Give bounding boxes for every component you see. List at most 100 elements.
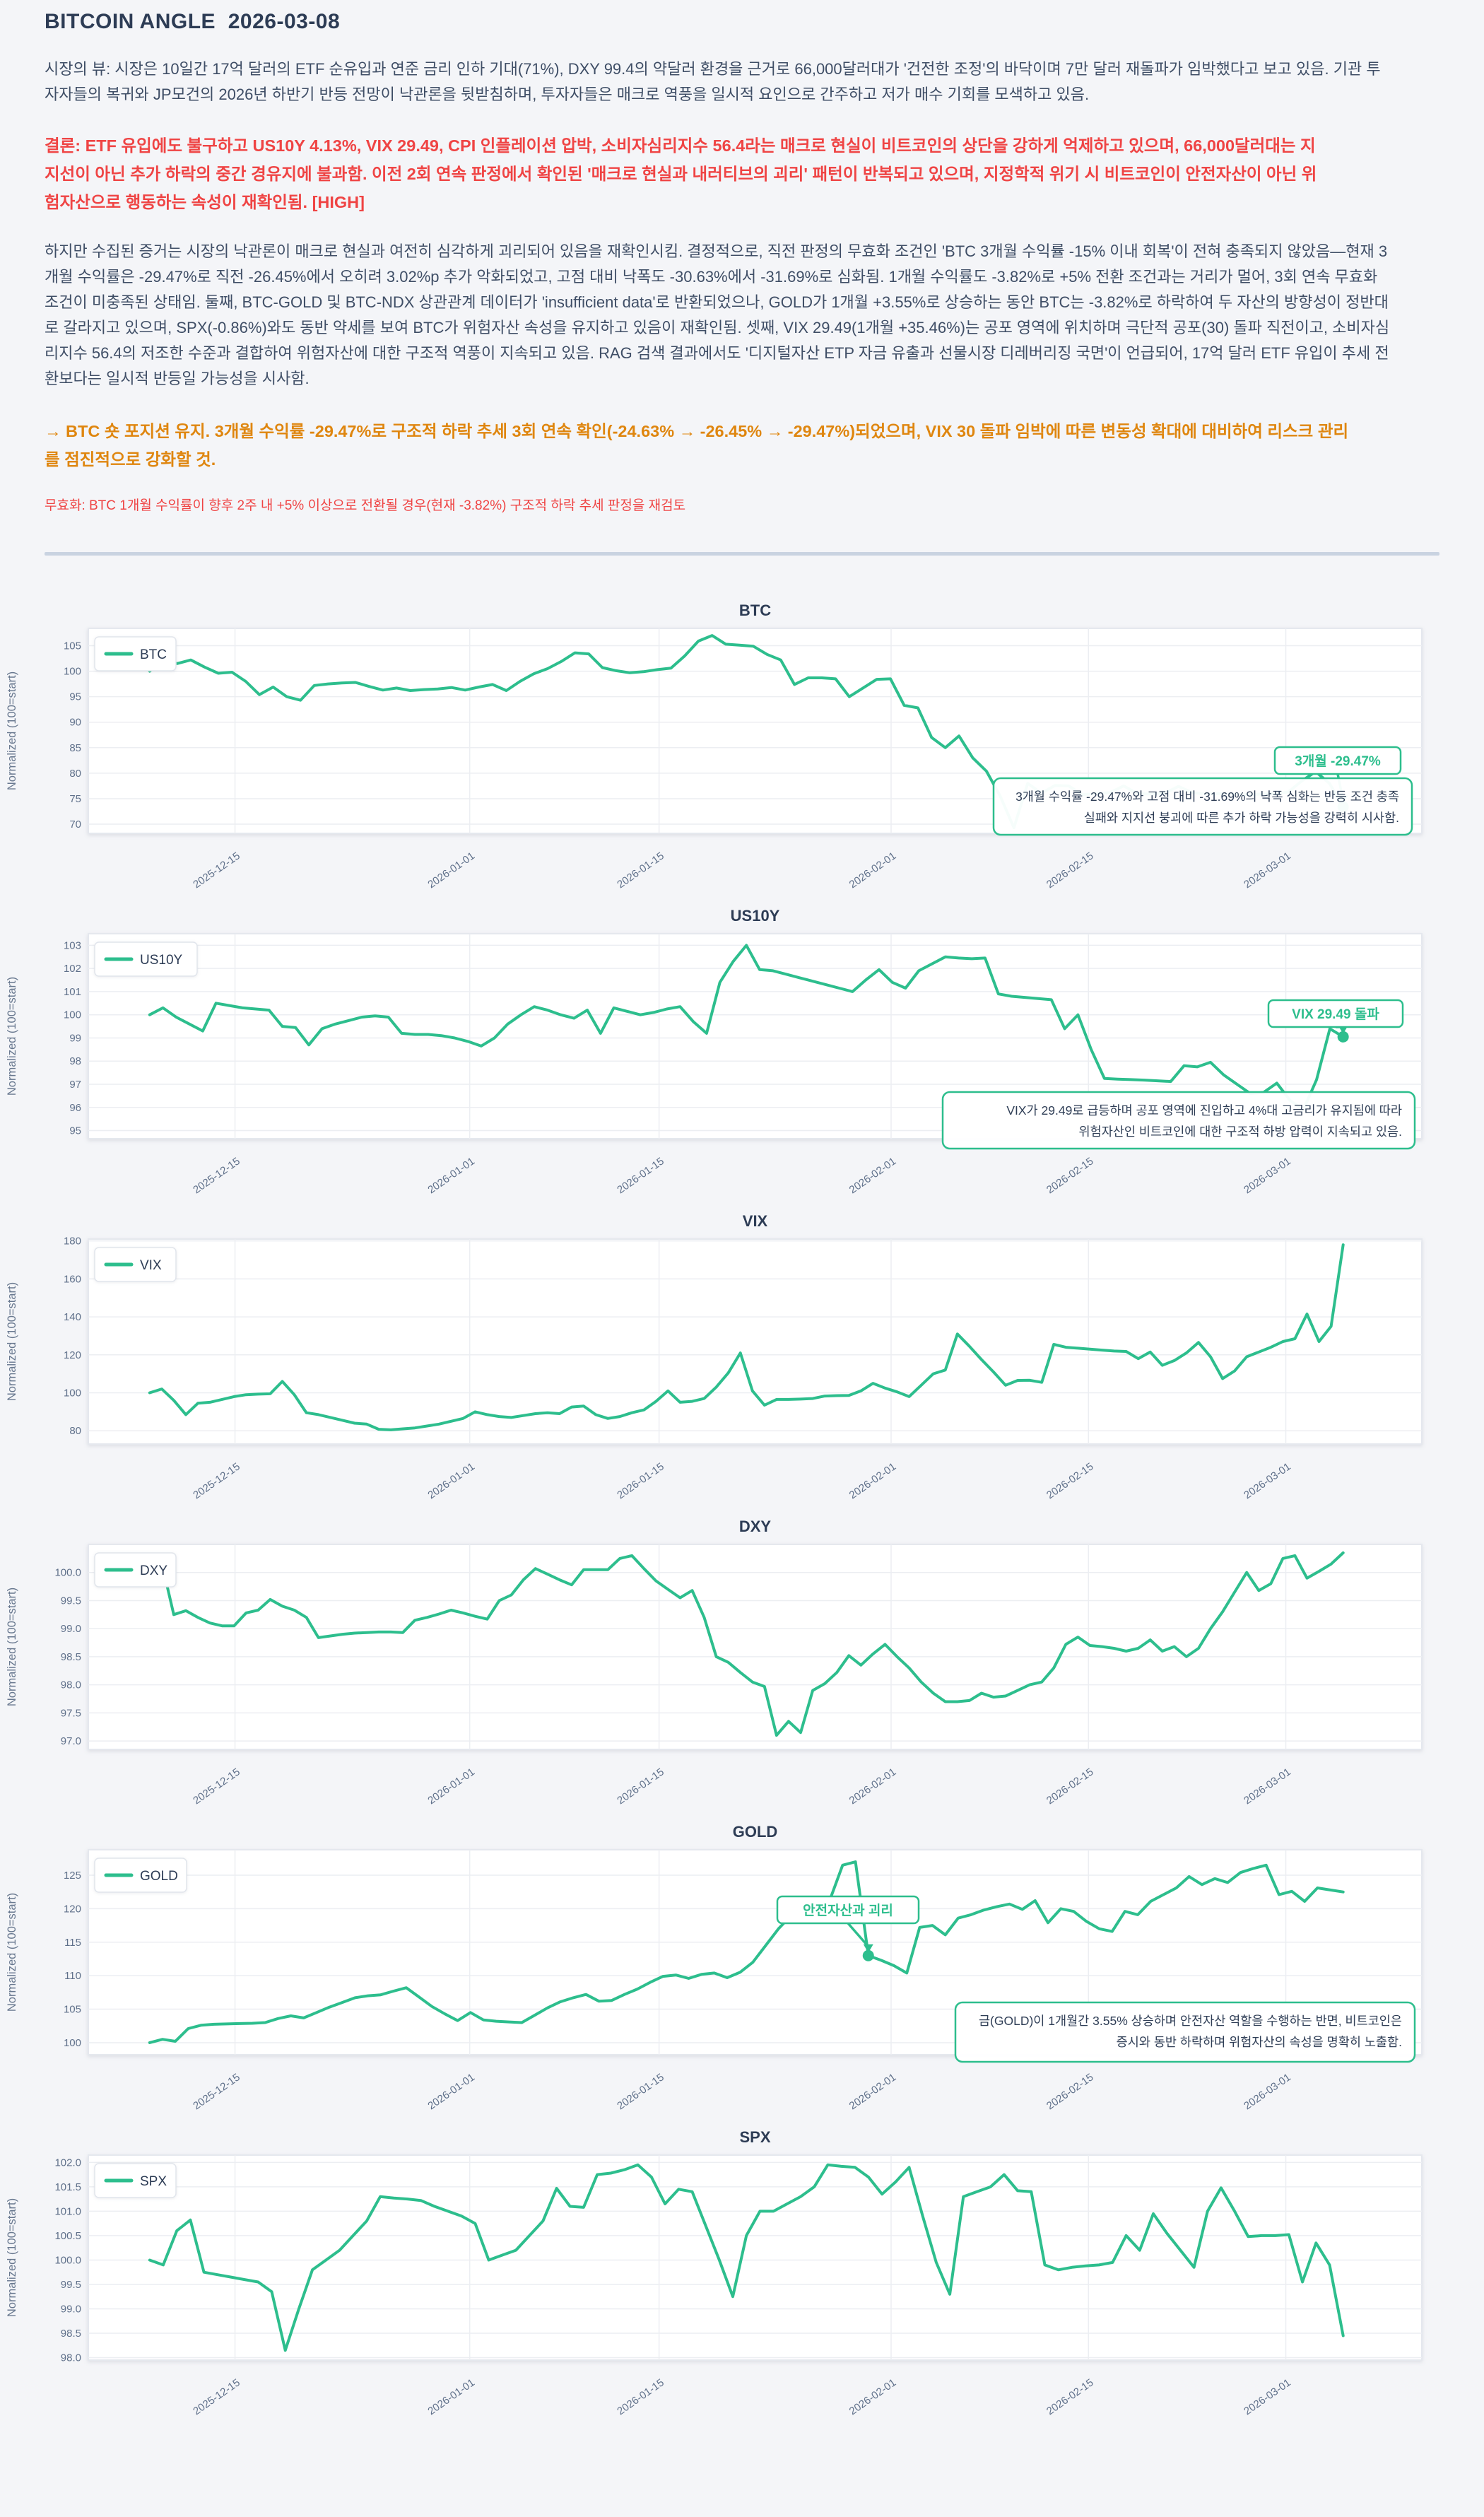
- chart-svg-btc: BTC 2025-12-15 2026-01-01 2026-01-15 2026-02…: [6, 602, 1423, 891]
- y-tick-label: 85: [69, 742, 81, 754]
- x-tick-label: 2026-01-01: [425, 2071, 477, 2112]
- x-tick-label: 2026-01-15: [615, 850, 666, 891]
- y-tick-label: 101.0: [54, 2205, 81, 2217]
- annotation-note-line: 3개월 수익률 -29.47%와 고점 대비 -31.69%의 낙폭 심화는 반…: [1015, 790, 1399, 804]
- chart-title: DXY: [739, 1518, 772, 1535]
- y-tick-label: 98.0: [61, 1679, 81, 1691]
- y-tick-label: 99: [69, 1032, 81, 1044]
- y-tick-label: 102: [64, 963, 81, 975]
- x-tick-label: 2026-03-01: [1242, 850, 1293, 891]
- y-tick-label: 80: [69, 768, 81, 780]
- y-tick-label: 100: [64, 1387, 81, 1400]
- chart-title: SPX: [739, 2128, 770, 2146]
- chart-title: GOLD: [733, 1823, 778, 1841]
- annotation-note-line: 위험자산인 비트코인에 대한 구조적 하방 압력이 지속되고 있음.: [1079, 1125, 1403, 1139]
- chart-btc: BTC 2025-12-15 2026-01-01 2026-01-15 2026-02…: [0, 596, 1484, 901]
- charts-section: BTC 2025-12-15 2026-01-01 2026-01-15 2026-02…: [0, 596, 1484, 2428]
- marker-dot: [862, 1949, 874, 1961]
- x-tick-label: 2026-02-01: [847, 1766, 899, 1807]
- annotation-note: [954, 2001, 1416, 2063]
- y-tick-label: 97.0: [61, 1735, 81, 1747]
- chart-vix: VIX 2025-12-15 2026-01-01 2026-01-15 2026-02…: [0, 1207, 1484, 1512]
- marker-dot: [1337, 1031, 1349, 1043]
- x-tick-label: 2026-01-15: [615, 2376, 666, 2417]
- x-tick-label: 2025-12-15: [191, 850, 242, 891]
- y-tick-label: 103: [64, 939, 81, 951]
- x-tick-label: 2025-12-15: [191, 1460, 242, 1501]
- legend[interactable]: [94, 1858, 187, 1893]
- y-tick-label: 105: [64, 2004, 81, 2016]
- plot-area: [88, 2154, 1423, 2361]
- conclusion-paragraph: 결론: ETF 유입에도 불구하고 US10Y 4.13%, VIX 29.49…: [45, 136, 1317, 211]
- y-tick-label: 115: [64, 1937, 81, 1949]
- legend[interactable]: [94, 1247, 177, 1282]
- y-tick-label: 80: [69, 1425, 81, 1437]
- y-tick-label: 99.0: [61, 2304, 81, 2316]
- y-tick-label: 125: [64, 1870, 81, 1882]
- legend[interactable]: [94, 941, 198, 977]
- y-tick-label: 98: [69, 1055, 81, 1067]
- invalidation-note: 무효화: BTC 1개월 수익률이 향후 2주 내 +5% 이상으로 전환될 경…: [45, 498, 686, 513]
- chart-title: US10Y: [731, 907, 780, 925]
- chart-svg-vix: VIX 2025-12-15 2026-01-01 2026-01-15 2026-02…: [6, 1212, 1423, 1501]
- y-tick-label: 98.0: [61, 2352, 81, 2364]
- y-tick-label: 95: [69, 1125, 81, 1137]
- x-tick-label: 2026-03-01: [1242, 1766, 1293, 1807]
- y-tick-label: 98.5: [61, 1651, 81, 1663]
- x-tick-label: 2026-02-01: [847, 2071, 899, 2112]
- annotation-note-line: 증시와 동반 하락하며 위험자산의 속성을 명확히 노출함.: [1117, 2035, 1402, 2049]
- x-tick-label: 2026-02-01: [847, 1155, 899, 1196]
- x-tick-label: 2026-02-15: [1044, 2071, 1096, 2112]
- x-tick-label: 2026-02-15: [1044, 1460, 1096, 1501]
- annotation-badge: [1267, 999, 1404, 1028]
- y-tick-label: 98.5: [61, 2328, 81, 2340]
- y-tick-label: 100: [64, 2037, 81, 2049]
- x-tick-label: 2026-03-01: [1242, 2376, 1293, 2417]
- legend-label: US10Y: [140, 953, 183, 968]
- report-header: BITCOIN ANGLE 2026-03-08 시장의 뷰: 시장은 10일간…: [45, 10, 1440, 514]
- y-tick-label: 96: [69, 1102, 81, 1114]
- y-tick-label: 99.0: [61, 1623, 81, 1635]
- series-line-gold: [148, 1860, 1345, 2044]
- x-tick-label: 2026-02-01: [847, 2376, 899, 2417]
- x-tick-label: 2026-03-01: [1242, 2071, 1293, 2112]
- annotation-note-line: 금(GOLD)이 1개월간 3.55% 상승하며 안전자산 역할을 수행하는 반…: [979, 2014, 1402, 2028]
- chart-svg-gold: GOLD 2025-12-15 2026-01-01 2026-01-15 2026-0…: [6, 1823, 1423, 2112]
- annotation-badge-label: 3개월 -29.47%: [1295, 753, 1381, 769]
- y-tick-label: 110: [64, 1970, 81, 1982]
- x-tick-label: 2026-01-15: [615, 1155, 666, 1196]
- y-tick-label: 140: [64, 1311, 81, 1323]
- legend-label: DXY: [140, 1563, 167, 1578]
- legend[interactable]: [94, 2163, 177, 2198]
- x-tick-label: 2025-12-15: [191, 1766, 242, 1807]
- annotation-note: [992, 777, 1413, 836]
- report-title: BITCOIN ANGLE 2026-03-08: [45, 10, 341, 33]
- annotation-badge-label: 안전자산과 괴리: [803, 1903, 893, 1918]
- x-tick-label: 2026-02-01: [847, 850, 899, 891]
- x-tick-label: 2026-01-15: [615, 1766, 666, 1807]
- chart-svg-spx: SPX 2025-12-15 2026-01-01 2026-01-15 2026-02…: [6, 2128, 1423, 2417]
- legend[interactable]: [94, 636, 177, 671]
- y-tick-label: 99.5: [61, 2279, 81, 2291]
- series-line-spx: [148, 2163, 1345, 2352]
- y-tick-label: 100: [64, 666, 81, 678]
- evidence-paragraph: 하지만 수집된 증거는 시장의 낙관론이 매크로 현실과 여전히 심각하게 괴리…: [45, 242, 1390, 387]
- section-divider: [45, 552, 1439, 556]
- x-tick-label: 2026-01-01: [425, 1155, 477, 1196]
- y-tick-label: 75: [69, 793, 81, 805]
- x-tick-label: 2026-02-15: [1044, 1155, 1096, 1196]
- y-tick-label: 95: [69, 691, 81, 703]
- x-tick-label: 2026-02-01: [847, 1460, 899, 1501]
- y-axis-title: Normalized (100=start): [6, 1282, 18, 1401]
- plot-area: [88, 1544, 1423, 1750]
- x-tick-label: 2026-01-01: [425, 1766, 477, 1807]
- y-tick-label: 120: [64, 1903, 81, 1915]
- market-view-paragraph: 시장의 뷰: 시장은 10일간 17억 달러의 ETF 순유입과 연준 금리 인…: [45, 60, 1381, 103]
- y-tick-label: 105: [64, 640, 81, 652]
- annotation-note-line: 실패와 지지선 붕괴에 따른 추가 하락 가능성을 강력히 시사함.: [1084, 811, 1399, 825]
- y-tick-label: 120: [64, 1349, 81, 1361]
- legend[interactable]: [94, 1552, 177, 1588]
- legend-label: BTC: [140, 647, 167, 662]
- y-tick-label: 97.5: [61, 1707, 81, 1719]
- x-tick-label: 2026-03-01: [1242, 1155, 1293, 1196]
